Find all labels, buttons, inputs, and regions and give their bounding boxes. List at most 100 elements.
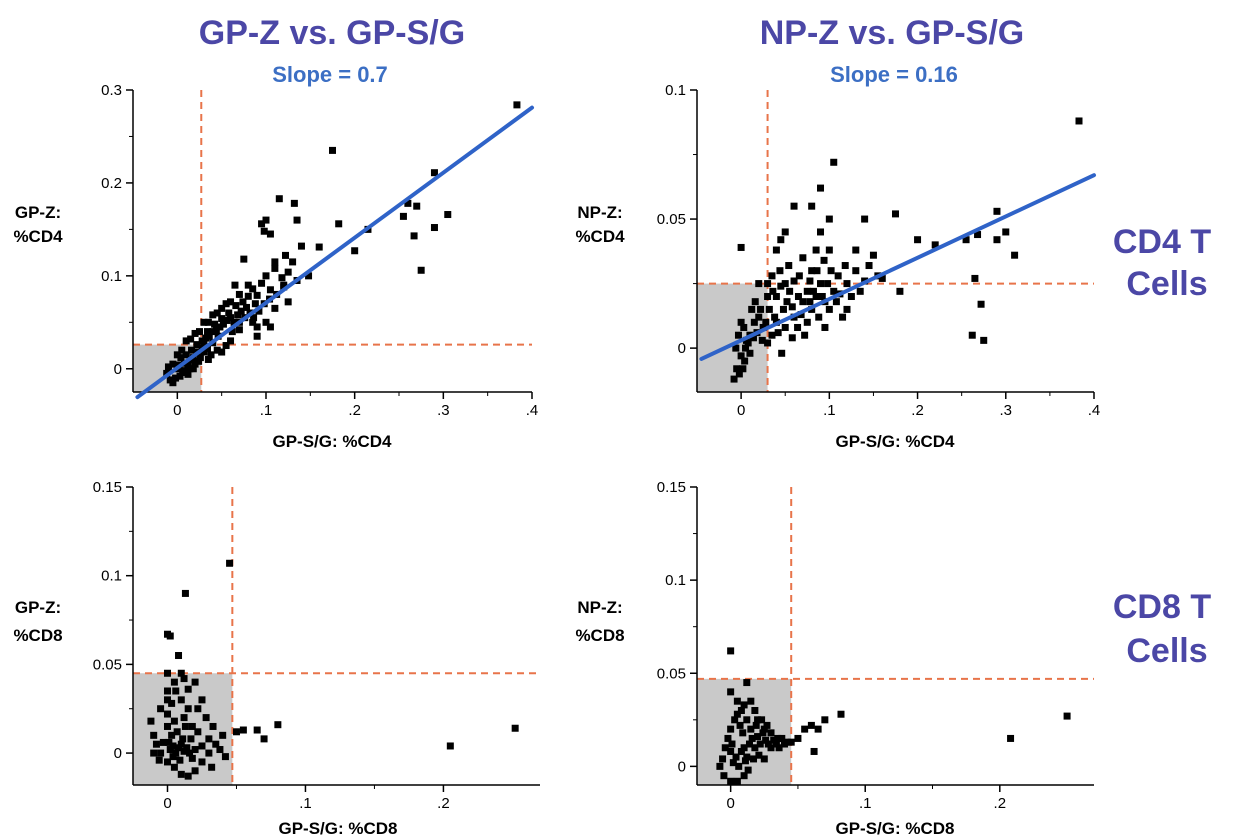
data-point	[260, 735, 268, 743]
data-point	[755, 313, 763, 321]
x-axis-label: GP-S/G: %CD8	[835, 819, 954, 838]
data-point	[837, 710, 845, 718]
y-axis-label: %CD8	[13, 626, 62, 645]
data-point	[175, 744, 183, 752]
data-point	[218, 304, 226, 312]
data-point	[790, 202, 798, 210]
data-point	[181, 589, 189, 597]
data-point	[231, 281, 239, 289]
data-point	[180, 675, 188, 683]
slope-label-cd4-np: Slope = 0.16	[830, 62, 958, 87]
y-axis-label: %CD4	[13, 227, 63, 246]
data-point	[825, 305, 833, 313]
data-point	[808, 267, 816, 275]
x-tick-label: 0	[726, 795, 734, 812]
data-point	[747, 697, 755, 705]
data-point	[211, 320, 219, 328]
data-point	[258, 279, 266, 287]
data-point	[444, 211, 452, 219]
data-point	[165, 738, 173, 746]
data-point	[219, 320, 227, 328]
data-point	[173, 351, 181, 359]
data-point	[1002, 228, 1010, 236]
data-point	[746, 349, 754, 357]
data-point	[762, 318, 770, 326]
row-label-cd8-line2: Cells	[1126, 632, 1207, 670]
data-point	[266, 286, 274, 294]
data-point	[266, 230, 274, 238]
data-point	[163, 696, 171, 704]
data-point	[177, 696, 185, 704]
data-point	[787, 738, 795, 746]
data-point	[329, 146, 336, 154]
data-point	[993, 207, 1001, 215]
data-point	[759, 729, 767, 737]
data-point	[778, 734, 786, 742]
data-point	[794, 292, 802, 300]
data-point	[856, 287, 864, 295]
data-point	[163, 669, 171, 677]
data-point	[212, 326, 220, 334]
data-point	[832, 298, 840, 306]
data-point	[253, 726, 261, 734]
y-tick-label: 0.1	[665, 572, 686, 589]
data-point	[1063, 712, 1071, 720]
data-point	[762, 736, 770, 744]
data-point	[219, 731, 227, 739]
data-point	[170, 717, 178, 725]
data-point	[271, 264, 279, 272]
data-point	[724, 734, 732, 742]
data-point	[242, 303, 250, 311]
data-point	[733, 710, 741, 718]
data-point	[742, 344, 750, 352]
data-point	[335, 220, 343, 228]
y-axis-label: NP-Z:	[577, 203, 622, 222]
data-point	[759, 323, 767, 331]
x-axis-label: GP-S/G: %CD8	[278, 819, 397, 838]
data-point	[774, 734, 782, 742]
data-point	[896, 287, 904, 295]
data-point	[776, 267, 784, 275]
data-point	[803, 318, 811, 326]
data-point	[176, 372, 184, 380]
data-point	[841, 262, 849, 270]
data-point	[765, 305, 773, 313]
data-point	[169, 360, 177, 368]
data-point	[748, 734, 756, 742]
data-point	[737, 747, 745, 755]
data-point	[728, 740, 736, 748]
data-point	[735, 370, 743, 378]
data-point	[727, 725, 735, 733]
data-point	[163, 758, 171, 766]
data-point	[399, 212, 407, 220]
data-point	[198, 742, 206, 750]
data-point	[737, 707, 745, 714]
x-tick-label: .2	[994, 795, 1007, 812]
data-point	[404, 199, 412, 207]
data-point	[720, 772, 728, 780]
data-point	[914, 236, 922, 244]
data-point	[305, 272, 313, 280]
data-point	[289, 258, 297, 266]
data-point	[227, 314, 235, 322]
data-point	[253, 291, 261, 299]
data-point	[204, 318, 212, 326]
data-point	[275, 195, 283, 203]
data-point	[740, 323, 748, 331]
data-point	[239, 726, 247, 734]
data-point	[743, 679, 751, 687]
data-point	[777, 282, 785, 290]
data-point	[446, 742, 454, 750]
data-point	[812, 246, 820, 254]
data-point	[830, 287, 838, 295]
data-point	[727, 747, 735, 755]
data-point	[182, 351, 190, 359]
data-point	[754, 716, 762, 724]
data-point	[255, 307, 263, 315]
data-point	[772, 246, 780, 254]
data-point	[232, 302, 240, 310]
data-point	[719, 755, 727, 763]
data-point	[169, 379, 177, 387]
data-point	[768, 272, 776, 280]
data-point	[839, 313, 847, 321]
